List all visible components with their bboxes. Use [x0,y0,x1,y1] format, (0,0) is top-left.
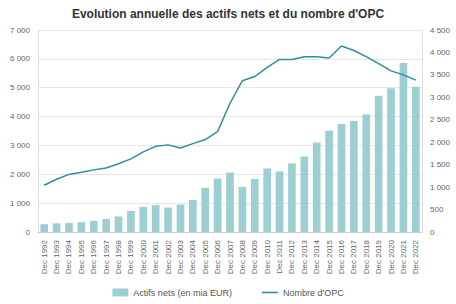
svg-text:Dec 2017: Dec 2017 [349,239,358,274]
svg-text:Dec 2003: Dec 2003 [176,239,185,274]
svg-text:0: 0 [26,228,31,237]
svg-text:2 500: 2 500 [430,115,451,124]
svg-text:500: 500 [430,205,444,214]
svg-text:Dec 2014: Dec 2014 [312,239,321,274]
svg-text:Dec 2010: Dec 2010 [263,239,272,274]
svg-text:3 500: 3 500 [430,70,451,79]
svg-text:2 000: 2 000 [10,170,31,179]
svg-text:Dec 2013: Dec 2013 [300,239,309,274]
svg-text:Dec 2006: Dec 2006 [213,239,222,274]
svg-text:Nombre d'OPC: Nombre d'OPC [283,288,344,298]
svg-text:2 000: 2 000 [430,138,451,147]
svg-text:Dec 2012: Dec 2012 [287,239,296,274]
svg-text:3 000: 3 000 [10,141,31,150]
svg-text:Dec 2009: Dec 2009 [250,239,259,274]
svg-text:Dec 1998: Dec 1998 [114,239,123,274]
svg-text:Dec 1997: Dec 1997 [102,239,111,274]
svg-text:Dec 2004: Dec 2004 [188,239,197,274]
svg-text:Dec 2000: Dec 2000 [139,239,148,274]
svg-text:Dec 2008: Dec 2008 [238,239,247,274]
svg-text:Dec 1993: Dec 1993 [52,239,61,274]
svg-text:7 000: 7 000 [10,26,31,35]
svg-text:1 000: 1 000 [10,199,31,208]
svg-text:Dec 2020: Dec 2020 [387,239,396,274]
svg-text:Dec 2015: Dec 2015 [325,239,334,274]
svg-text:Dec 2022: Dec 2022 [411,239,420,274]
svg-text:Dec 2002: Dec 2002 [164,239,173,274]
svg-text:3 000: 3 000 [430,93,451,102]
svg-text:Dec 2018: Dec 2018 [362,239,371,274]
svg-text:Dec 2016: Dec 2016 [337,239,346,274]
svg-text:Dec 1999: Dec 1999 [126,239,135,274]
svg-text:Dec 1994: Dec 1994 [64,239,73,274]
svg-text:1 000: 1 000 [430,183,451,192]
svg-text:4 000: 4 000 [10,112,31,121]
svg-text:Dec 1996: Dec 1996 [89,239,98,274]
svg-text:6 000: 6 000 [10,54,31,63]
svg-text:Dec 2001: Dec 2001 [151,239,160,274]
svg-text:Dec 2021: Dec 2021 [399,239,408,274]
svg-text:Dec 2019: Dec 2019 [374,239,383,274]
svg-text:Dec 2007: Dec 2007 [226,239,235,274]
svg-text:4 000: 4 000 [430,48,451,57]
svg-text:Dec 1992: Dec 1992 [40,239,49,274]
svg-text:Dec 2011: Dec 2011 [275,239,284,273]
svg-text:4 500: 4 500 [430,26,451,35]
svg-text:Actifs nets (en mia EUR): Actifs nets (en mia EUR) [133,288,232,298]
svg-text:Dec 1995: Dec 1995 [77,239,86,274]
svg-text:5 000: 5 000 [10,83,31,92]
svg-text:Evolution annuelle des actifs: Evolution annuelle des actifs nets et du… [72,7,385,21]
svg-text:1 500: 1 500 [430,160,451,169]
svg-text:0: 0 [430,228,435,237]
svg-text:Dec 2005: Dec 2005 [201,239,210,274]
